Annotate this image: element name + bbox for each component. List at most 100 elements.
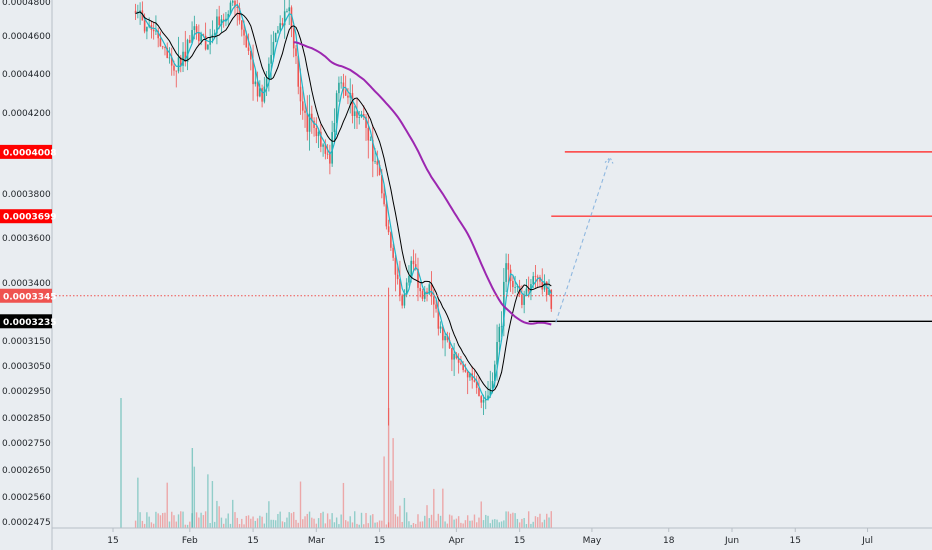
volume-bar xyxy=(437,513,440,528)
candle-body xyxy=(254,81,257,85)
candle-body xyxy=(536,276,539,278)
volume-bar xyxy=(381,520,383,528)
candle-body xyxy=(473,380,476,382)
candle-body xyxy=(430,284,433,297)
candle-body xyxy=(250,50,252,60)
volume-bar xyxy=(505,511,507,528)
volume-bar xyxy=(297,522,299,528)
volume-bar xyxy=(358,524,360,528)
price-tick-label: 0.0002650 xyxy=(2,466,51,476)
candle-body xyxy=(247,47,250,51)
volume-bar xyxy=(419,521,421,528)
candle-body xyxy=(313,120,315,128)
volume-bar xyxy=(259,515,261,528)
candle-body xyxy=(168,57,171,59)
volume-bar xyxy=(534,516,537,528)
volume-bar xyxy=(177,514,180,528)
candle-body xyxy=(403,294,406,306)
candle-body xyxy=(308,113,311,132)
volume-bar xyxy=(232,499,234,528)
price-tick-label: 0.0002850 xyxy=(2,414,51,424)
candle-body xyxy=(491,381,494,389)
volume-bar xyxy=(182,511,184,528)
candle-body xyxy=(545,281,548,295)
candle-body xyxy=(186,39,189,62)
volume-bar xyxy=(548,517,550,528)
volume-bar xyxy=(302,519,304,528)
volume-bar xyxy=(272,519,275,528)
volume-bar xyxy=(496,519,498,528)
candle-body xyxy=(261,88,263,102)
candle-body xyxy=(478,387,480,397)
candle-body xyxy=(170,57,173,66)
time-axis[interactable]: 15 Feb 15 Mar 15 Apr 15 May 18 Jun 15 Jul xyxy=(52,527,932,546)
volume-bar xyxy=(500,521,503,528)
moving-average-long xyxy=(293,41,552,326)
candle-body xyxy=(417,268,419,288)
candle-body xyxy=(464,370,467,372)
volume-bar xyxy=(270,519,272,528)
candle-body xyxy=(243,29,245,36)
volume-bar xyxy=(494,519,496,528)
volume-bar xyxy=(466,515,469,528)
price-axis[interactable]: 0.0004800 0.0004600 0.0004400 0.0004200 0.00… xyxy=(2,0,53,550)
volume-bar xyxy=(394,514,397,528)
candle-body xyxy=(448,340,451,349)
volume-bar xyxy=(378,520,381,528)
price-tick-label: 0.0002475 xyxy=(2,518,51,528)
volume-bar xyxy=(426,505,428,528)
candle-body xyxy=(240,20,243,30)
candle-body xyxy=(419,287,422,292)
candle-body xyxy=(505,263,507,282)
candle-body xyxy=(371,139,374,162)
candle-body xyxy=(227,13,230,19)
volume-bar xyxy=(250,518,252,528)
volume-bar xyxy=(401,521,403,528)
volume-bar xyxy=(498,522,501,528)
volume-bar xyxy=(218,506,220,528)
volume-bar xyxy=(462,523,464,528)
time-tick-label: 15 xyxy=(247,536,258,546)
volume-bar xyxy=(482,520,485,528)
candle-body xyxy=(338,82,340,94)
volume-bar xyxy=(186,524,189,528)
candle-body xyxy=(218,16,220,26)
candle-body xyxy=(234,0,236,7)
candle-body xyxy=(362,113,365,117)
volume-bar xyxy=(152,523,155,528)
volume-bar xyxy=(265,512,268,528)
candle-body xyxy=(281,23,284,26)
candle-body xyxy=(487,395,489,400)
candle-body xyxy=(353,111,356,116)
price-tag-label: 0.0003345 xyxy=(3,292,57,302)
volume-bar xyxy=(313,518,315,528)
volume-bar xyxy=(433,488,435,528)
price-tick-label: 0.0003150 xyxy=(2,337,51,347)
volume-bar xyxy=(263,523,266,528)
volume-bar xyxy=(320,513,322,528)
volume-bar xyxy=(410,524,412,528)
candle-body xyxy=(317,131,320,137)
candle-body xyxy=(442,326,444,341)
candle-body xyxy=(342,82,345,91)
volume-bar xyxy=(159,515,162,528)
time-tick-label: 15 xyxy=(374,536,385,546)
candle-body xyxy=(324,144,327,154)
candle-body xyxy=(471,373,474,381)
volume-bar xyxy=(175,521,177,528)
candle-body xyxy=(311,113,313,121)
candle-body xyxy=(381,175,383,194)
price-tag-label: 0.0003699 xyxy=(3,213,57,223)
volume-bar xyxy=(453,519,455,528)
candle-body xyxy=(333,123,336,133)
candle-body xyxy=(200,34,202,42)
candle-body xyxy=(265,78,268,87)
volume-bar xyxy=(143,523,146,528)
candle-body xyxy=(220,19,223,26)
volume-bar xyxy=(374,522,376,528)
volume-bar xyxy=(198,517,200,528)
time-tick-label: Feb xyxy=(182,536,198,546)
candle-body xyxy=(475,381,478,388)
